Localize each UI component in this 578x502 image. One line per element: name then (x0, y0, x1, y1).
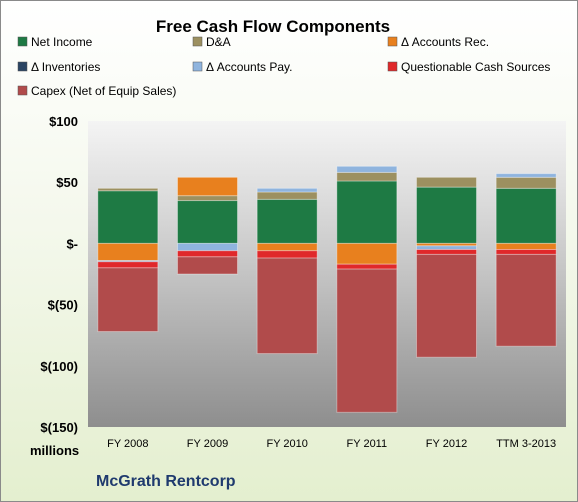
legend-swatch-capex-net-of-equip-sales (17, 85, 28, 96)
bar-capex-net-of-equip-sales-ttm-3-2013 (495, 253, 557, 347)
legend-label-d-a: D&A (206, 35, 231, 49)
legend-label-accounts-rec: Δ Accounts Rec. (401, 35, 489, 49)
y-tick-label: $(100) (40, 359, 78, 374)
x-tick-label: FY 2012 (426, 438, 467, 450)
legend-label-inventories: Δ Inventories (31, 60, 100, 74)
bar-accounts-rec-fy-2008 (97, 242, 159, 262)
bar-capex-net-of-equip-sales-fy-2011 (336, 268, 398, 413)
bar-net-income-fy-2012 (416, 186, 477, 244)
bar-accounts-pay-fy-2012 (416, 245, 477, 251)
bar-d-a-fy-2011 (336, 171, 398, 182)
bar-capex-net-of-equip-sales-fy-2008 (97, 267, 159, 333)
x-tick-label: FY 2008 (107, 438, 148, 450)
unit-label: millions (30, 443, 79, 458)
bar-accounts-rec-fy-2011 (336, 242, 398, 265)
legend-swatch-net-income (17, 36, 28, 47)
y-tick-label: $50 (56, 175, 78, 190)
bar-accounts-pay-fy-2010 (256, 187, 318, 193)
legend-label-accounts-pay: Δ Accounts Pay. (206, 60, 293, 74)
y-tick-label: $100 (49, 114, 78, 129)
chart-title: Free Cash Flow Components (156, 17, 390, 36)
legend-swatch-d-a (192, 36, 203, 47)
x-tick-label: FY 2009 (187, 438, 228, 450)
bar-questionable-cash-sources-fy-2011 (336, 263, 398, 270)
legend-label-questionable-cash-sources: Questionable Cash Sources (401, 60, 550, 74)
bar-accounts-rec-fy-2012 (416, 242, 477, 247)
bar-questionable-cash-sources-fy-2012 (416, 249, 477, 255)
x-tick-label: FY 2010 (266, 438, 307, 450)
bar-accounts-pay-fy-2011 (336, 165, 398, 173)
bar-accounts-pay-fy-2009 (177, 242, 238, 252)
bar-accounts-rec-fy-2010 (256, 242, 318, 252)
legend-swatch-accounts-rec (387, 36, 398, 47)
y-tick-label: $(50) (48, 298, 78, 313)
y-tick-label: $(150) (40, 420, 78, 435)
bars (97, 165, 557, 413)
bar-d-a-fy-2010 (256, 191, 318, 200)
legend-swatch-questionable-cash-sources (387, 61, 398, 72)
y-tick-label: $- (66, 236, 78, 251)
legend-label-net-income: Net Income (31, 35, 93, 49)
bar-accounts-rec-fy-2009 (177, 176, 238, 197)
bar-d-a-fy-2009 (177, 195, 238, 202)
legend-swatch-inventories (17, 61, 28, 72)
bar-questionable-cash-sources-fy-2009 (177, 250, 238, 258)
bar-d-a-fy-2008 (97, 187, 159, 192)
bar-net-income-fy-2011 (336, 180, 398, 244)
bar-net-income-ttm-3-2013 (495, 187, 557, 244)
bar-net-income-fy-2010 (256, 198, 318, 244)
bar-questionable-cash-sources-fy-2008 (97, 261, 159, 269)
bar-net-income-fy-2008 (97, 190, 159, 244)
company-name: McGrath Rentcorp (96, 473, 236, 490)
legend-swatch-accounts-pay (192, 61, 203, 72)
bar-capex-net-of-equip-sales-fy-2012 (416, 253, 477, 358)
x-tick-label: TTM 3-2013 (496, 438, 556, 450)
legend-label-capex-net-of-equip-sales: Capex (Net of Equip Sales) (31, 84, 176, 98)
bar-capex-net-of-equip-sales-fy-2009 (177, 256, 238, 275)
bar-accounts-rec-ttm-3-2013 (495, 242, 557, 251)
x-axis: FY 2008 FY 2009 FY 2010 FY 2011 FY 2012 TTM 3… (107, 438, 556, 450)
bar-d-a-ttm-3-2013 (495, 176, 557, 189)
plot-area (88, 121, 566, 427)
legend: Net Income D&A Δ Accounts Rec. Δ Inventorie… (17, 35, 550, 98)
bar-capex-net-of-equip-sales-fy-2010 (256, 257, 318, 355)
bar-net-income-fy-2009 (177, 200, 238, 244)
bar-questionable-cash-sources-ttm-3-2013 (495, 249, 557, 255)
x-tick-label: FY 2011 (347, 438, 388, 450)
bar-accounts-pay-ttm-3-2013 (495, 173, 557, 178)
bar-questionable-cash-sources-fy-2010 (256, 250, 318, 259)
bar-d-a-fy-2012 (416, 176, 477, 188)
y-axis: $100 $50 $- $(50) $(100) $(150) (40, 114, 78, 435)
